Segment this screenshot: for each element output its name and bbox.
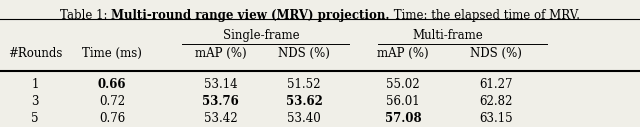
Text: 61.27: 61.27 (479, 78, 513, 91)
Text: 51.52: 51.52 (287, 78, 321, 91)
Text: 0.76: 0.76 (99, 112, 125, 125)
Text: 57.08: 57.08 (385, 112, 422, 125)
Text: NDS (%): NDS (%) (470, 47, 522, 60)
Text: 0.72: 0.72 (99, 95, 125, 108)
Text: 62.82: 62.82 (479, 95, 513, 108)
Text: 53.14: 53.14 (204, 78, 237, 91)
Text: 63.15: 63.15 (479, 112, 513, 125)
Text: 55.02: 55.02 (387, 78, 420, 91)
Text: #Rounds: #Rounds (8, 47, 62, 60)
Text: 0.66: 0.66 (98, 78, 126, 91)
Text: 53.42: 53.42 (204, 112, 237, 125)
Text: Multi-frame: Multi-frame (413, 29, 483, 42)
Text: 53.40: 53.40 (287, 112, 321, 125)
Text: mAP (%): mAP (%) (378, 47, 429, 60)
Text: NDS (%): NDS (%) (278, 47, 330, 60)
Text: 5: 5 (31, 112, 39, 125)
Text: 1: 1 (31, 78, 39, 91)
Text: Single-frame: Single-frame (223, 29, 300, 42)
Text: Multi-round range view (MRV) projection.: Multi-round range view (MRV) projection. (111, 9, 390, 22)
Text: Time: the elapsed time of MRV.: Time: the elapsed time of MRV. (390, 9, 580, 22)
Text: 3: 3 (31, 95, 39, 108)
Text: 56.01: 56.01 (387, 95, 420, 108)
Text: 53.62: 53.62 (285, 95, 323, 108)
Text: Time (ms): Time (ms) (82, 47, 142, 60)
Text: Table 1:: Table 1: (60, 9, 111, 22)
Text: 53.76: 53.76 (202, 95, 239, 108)
Text: mAP (%): mAP (%) (195, 47, 246, 60)
